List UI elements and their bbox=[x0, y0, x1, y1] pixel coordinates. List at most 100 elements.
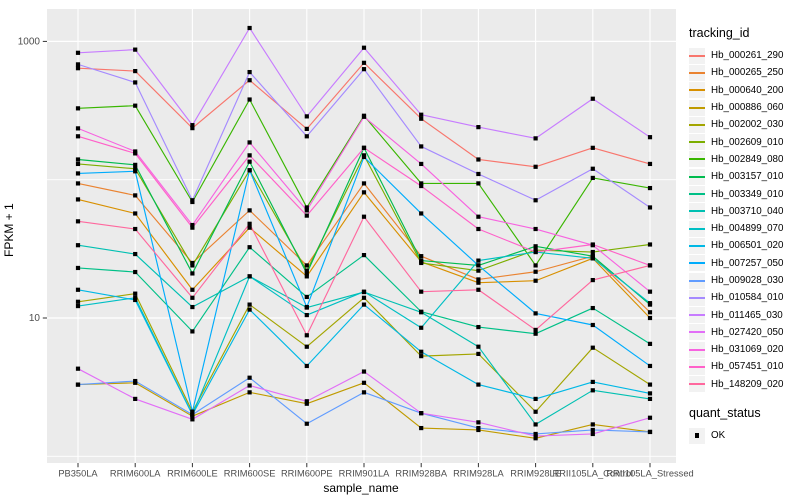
data-point bbox=[419, 161, 424, 167]
data-point bbox=[476, 258, 481, 263]
x-tick-label: RRIM901LA bbox=[339, 469, 390, 479]
data-point bbox=[75, 106, 81, 111]
data-point bbox=[533, 278, 538, 283]
data-point bbox=[133, 291, 138, 296]
data-point bbox=[361, 190, 367, 195]
series-color-line-icon bbox=[689, 314, 705, 317]
series-color-line-icon bbox=[689, 106, 705, 109]
y-tick-label: 1000 bbox=[18, 37, 41, 48]
data-point bbox=[247, 383, 252, 388]
legend-item-Hb_027420_050: Hb_027420_050 bbox=[689, 324, 799, 341]
data-point bbox=[476, 214, 481, 219]
data-point bbox=[476, 280, 481, 285]
data-point bbox=[419, 310, 424, 315]
series-color-line-icon bbox=[689, 175, 705, 178]
data-point bbox=[476, 181, 481, 186]
x-tick-label: RRIM928LE bbox=[510, 469, 561, 479]
data-point bbox=[647, 341, 653, 346]
data-point bbox=[590, 431, 595, 437]
data-point bbox=[647, 135, 653, 140]
data-point bbox=[476, 351, 481, 357]
data-point bbox=[476, 171, 481, 177]
legend-key-swatch bbox=[689, 289, 705, 306]
legend-item-label: OK bbox=[711, 430, 726, 442]
legend-item-Hb_011465_030: Hb_011465_030 bbox=[689, 306, 799, 324]
legend-item-label: Hb_003349_010 bbox=[711, 188, 784, 200]
data-point bbox=[419, 411, 424, 416]
data-point bbox=[590, 254, 595, 259]
data-point bbox=[361, 181, 367, 186]
data-point bbox=[75, 62, 81, 67]
legend-item-Hb_000640_200: Hb_000640_200 bbox=[689, 82, 799, 99]
data-point bbox=[304, 421, 309, 426]
data-point bbox=[361, 289, 367, 294]
legend-key-swatch bbox=[689, 358, 705, 375]
legend-key-swatch bbox=[689, 151, 705, 168]
legend-item-label: Hb_003710_040 bbox=[711, 205, 784, 217]
legend-item-label: Hb_003157_010 bbox=[711, 171, 784, 183]
data-point bbox=[247, 375, 252, 380]
legend-item-Hb_003349_010: Hb_003349_010 bbox=[689, 185, 799, 203]
data-point bbox=[419, 181, 424, 186]
data-point bbox=[476, 226, 481, 232]
data-point bbox=[247, 159, 252, 164]
data-point bbox=[190, 271, 195, 276]
data-point bbox=[75, 366, 81, 371]
data-point bbox=[590, 145, 595, 150]
data-point bbox=[533, 311, 538, 316]
data-point bbox=[476, 157, 481, 162]
legend-title-quant-status: quant_status bbox=[689, 405, 761, 420]
data-point bbox=[476, 287, 481, 292]
legend-key-swatch bbox=[689, 255, 705, 272]
legend-item-Hb_057451_010: Hb_057451_010 bbox=[689, 358, 799, 375]
x-tick-label: PB350LA bbox=[58, 469, 98, 479]
data-point bbox=[533, 136, 538, 141]
data-point bbox=[590, 388, 595, 393]
data-point bbox=[476, 263, 481, 268]
data-point bbox=[419, 258, 424, 263]
data-point bbox=[133, 166, 138, 171]
data-point bbox=[75, 134, 81, 139]
data-point bbox=[304, 274, 309, 279]
data-point bbox=[190, 198, 195, 203]
data-point bbox=[75, 161, 81, 167]
data-point bbox=[361, 145, 367, 150]
legend-item-Hb_003710_040: Hb_003710_040 bbox=[689, 203, 799, 220]
data-point bbox=[590, 166, 595, 171]
data-point bbox=[361, 295, 367, 300]
data-point bbox=[647, 429, 653, 435]
data-point bbox=[190, 222, 195, 228]
data-point bbox=[190, 126, 195, 131]
data-point bbox=[533, 263, 538, 268]
legend-item-Hb_006501_020: Hb_006501_020 bbox=[689, 237, 799, 254]
series-color-line-icon bbox=[689, 89, 705, 92]
series-color-line-icon bbox=[689, 262, 705, 265]
legend-item-label: Hb_011465_030 bbox=[711, 309, 783, 321]
data-point bbox=[647, 185, 653, 191]
data-point bbox=[419, 211, 424, 216]
legend-item-label: Hb_000886_060 bbox=[711, 102, 784, 114]
data-point bbox=[590, 322, 595, 328]
data-point bbox=[533, 249, 538, 255]
data-point bbox=[133, 68, 138, 74]
data-point bbox=[133, 396, 138, 402]
legend-key-swatch bbox=[689, 203, 705, 220]
data-point bbox=[133, 162, 138, 167]
legend-item-label: Hb_057451_010 bbox=[711, 361, 784, 373]
legend-item-label: Hb_000640_200 bbox=[711, 84, 784, 96]
data-point bbox=[75, 243, 81, 248]
legend-key-swatch bbox=[689, 324, 705, 341]
data-point bbox=[647, 415, 653, 420]
data-point bbox=[133, 269, 138, 275]
data-point bbox=[304, 294, 309, 300]
data-point bbox=[419, 425, 424, 431]
data-point bbox=[533, 436, 538, 441]
data-point bbox=[247, 274, 252, 279]
data-point bbox=[476, 268, 481, 273]
data-point bbox=[133, 47, 138, 52]
data-point bbox=[419, 349, 424, 354]
legend-key-swatch bbox=[689, 82, 705, 99]
data-point bbox=[247, 78, 252, 83]
data-point bbox=[533, 433, 538, 439]
